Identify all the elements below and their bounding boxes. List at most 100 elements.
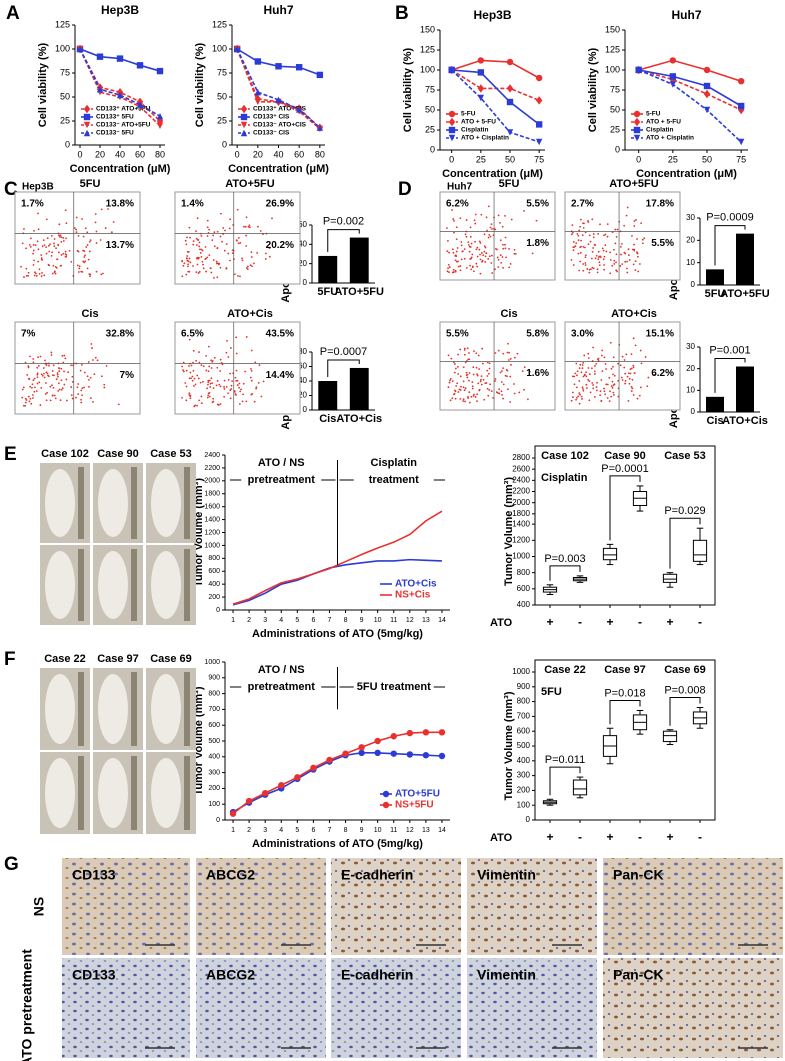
event-dot <box>54 265 57 268</box>
event-dot <box>608 376 611 379</box>
event-dot <box>188 377 191 380</box>
event-dot <box>238 386 240 389</box>
y-axis-label: Cell viability (%) <box>37 42 49 127</box>
event-dot <box>53 238 56 240</box>
legend-label: CD133⁺ ATO+CIS <box>253 106 307 113</box>
event-dot <box>250 367 252 370</box>
event-dot <box>209 386 212 388</box>
event-dot <box>235 380 238 382</box>
event-dot <box>85 246 88 248</box>
event-dot <box>456 382 459 385</box>
event-dot <box>45 371 48 374</box>
event-dot <box>64 253 67 255</box>
event-dot <box>460 241 463 243</box>
event-dot <box>89 377 92 379</box>
event-dot <box>200 395 203 398</box>
event-dot <box>471 387 474 390</box>
event-dot <box>189 397 192 400</box>
event-dot <box>597 256 600 258</box>
x-tick-label: 10 <box>374 827 382 834</box>
event-dot <box>581 364 584 366</box>
x-tick-label: 40 <box>115 149 125 159</box>
x-tick-label: ATO+5FU <box>720 288 769 300</box>
event-dot <box>521 370 524 373</box>
event-dot <box>457 265 460 268</box>
event-dot <box>571 391 574 394</box>
event-dot <box>36 373 39 376</box>
event-dot <box>583 222 585 225</box>
x-axis-label: Administrations of ATO (5mg/kg) <box>252 838 423 850</box>
event-dot <box>501 256 504 258</box>
p-value: P=0.0001 <box>601 463 648 475</box>
x-tick-label: 9 <box>360 617 364 624</box>
event-dot <box>637 255 639 258</box>
event-dot <box>588 373 591 376</box>
event-dot <box>235 239 238 241</box>
y-tick-label: 700 <box>517 712 531 721</box>
event-dot <box>633 248 636 251</box>
event-dot <box>457 353 460 356</box>
data-point <box>406 751 414 758</box>
event-dot <box>81 218 83 220</box>
event-dot <box>250 256 253 258</box>
event-dot <box>59 234 62 237</box>
event-dot <box>497 258 500 261</box>
event-dot <box>475 352 478 355</box>
event-dot <box>253 400 256 403</box>
event-dot <box>478 240 481 243</box>
event-dot <box>237 274 239 277</box>
event-dot <box>504 247 507 250</box>
event-dot <box>471 385 474 388</box>
event-dot <box>213 245 216 248</box>
event-dot <box>604 233 607 236</box>
bar <box>318 255 338 283</box>
x-tick-label: + <box>606 830 613 844</box>
event-dot <box>621 263 624 266</box>
event-dot <box>621 379 624 381</box>
event-dot <box>229 397 232 400</box>
event-dot <box>216 380 219 382</box>
event-dot <box>459 348 462 351</box>
event-dot <box>207 345 210 348</box>
event-dot <box>490 223 493 226</box>
event-dot <box>204 258 207 260</box>
event-dot <box>476 246 479 249</box>
legend-marker <box>83 121 91 129</box>
event-dot <box>192 349 195 352</box>
event-dot <box>181 259 184 262</box>
event-dot <box>636 251 638 254</box>
mouse <box>98 674 128 744</box>
legend-label: ATO + Cisplatin <box>461 135 509 142</box>
event-dot <box>483 250 486 253</box>
event-dot <box>469 235 472 238</box>
event-dot <box>601 354 603 357</box>
data-point <box>156 113 164 120</box>
x-tick-label: - <box>638 830 642 844</box>
event-dot <box>507 388 509 391</box>
event-dot <box>504 214 506 217</box>
event-dot <box>588 202 591 205</box>
event-dot <box>600 400 603 403</box>
event-dot <box>513 252 516 255</box>
event-dot <box>202 365 205 368</box>
event-dot <box>235 394 237 396</box>
data-point <box>477 69 485 76</box>
event-dot <box>198 245 201 248</box>
flow-plot <box>564 321 681 411</box>
event-dot <box>94 213 97 215</box>
data-point <box>737 138 745 146</box>
event-dot <box>219 358 222 361</box>
event-dot <box>613 374 616 377</box>
event-dot <box>29 237 32 240</box>
event-dot <box>24 397 27 400</box>
y-tick-label: 1000 <box>204 542 220 549</box>
event-dot <box>460 244 463 247</box>
event-dot <box>48 244 50 247</box>
event-dot <box>631 248 634 251</box>
stain-label: Pan-CK <box>613 967 664 983</box>
event-dot <box>596 271 599 274</box>
ruler <box>184 549 190 621</box>
event-dot <box>632 394 635 396</box>
stain-label: CD133 <box>72 967 116 983</box>
ruler <box>131 672 137 746</box>
